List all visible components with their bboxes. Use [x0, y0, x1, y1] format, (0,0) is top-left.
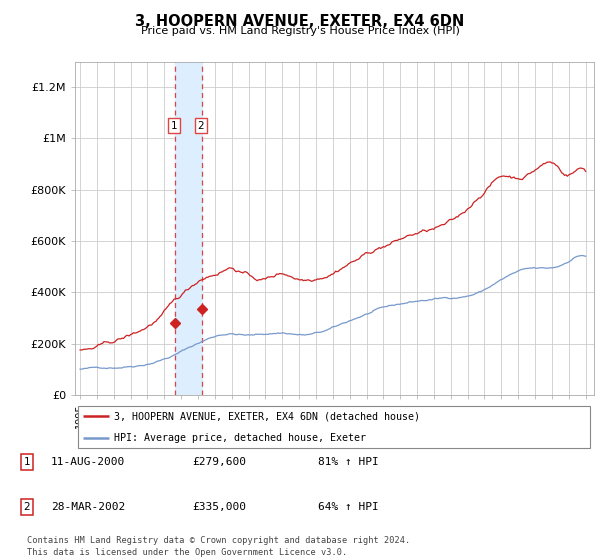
Text: 2: 2	[198, 120, 205, 130]
Text: 2: 2	[23, 502, 31, 512]
FancyBboxPatch shape	[77, 405, 590, 449]
Text: Contains HM Land Registry data © Crown copyright and database right 2024.: Contains HM Land Registry data © Crown c…	[27, 536, 410, 545]
Bar	[175, 62, 202, 395]
Text: 1: 1	[170, 120, 177, 130]
Text: HPI: Average price, detached house, Exeter: HPI: Average price, detached house, Exet…	[114, 433, 366, 443]
Text: 3, HOOPERN AVENUE, EXETER, EX4 6DN (detached house): 3, HOOPERN AVENUE, EXETER, EX4 6DN (deta…	[114, 411, 420, 421]
Text: £279,600: £279,600	[192, 457, 246, 467]
Text: 64% ↑ HPI: 64% ↑ HPI	[318, 502, 379, 512]
Text: £335,000: £335,000	[192, 502, 246, 512]
Text: 28-MAR-2002: 28-MAR-2002	[51, 502, 125, 512]
Text: Price paid vs. HM Land Registry's House Price Index (HPI): Price paid vs. HM Land Registry's House …	[140, 26, 460, 36]
Text: This data is licensed under the Open Government Licence v3.0.: This data is licensed under the Open Gov…	[27, 548, 347, 557]
Text: 11-AUG-2000: 11-AUG-2000	[51, 457, 125, 467]
Text: 81% ↑ HPI: 81% ↑ HPI	[318, 457, 379, 467]
Text: 1: 1	[23, 457, 31, 467]
Text: 3, HOOPERN AVENUE, EXETER, EX4 6DN: 3, HOOPERN AVENUE, EXETER, EX4 6DN	[136, 14, 464, 29]
